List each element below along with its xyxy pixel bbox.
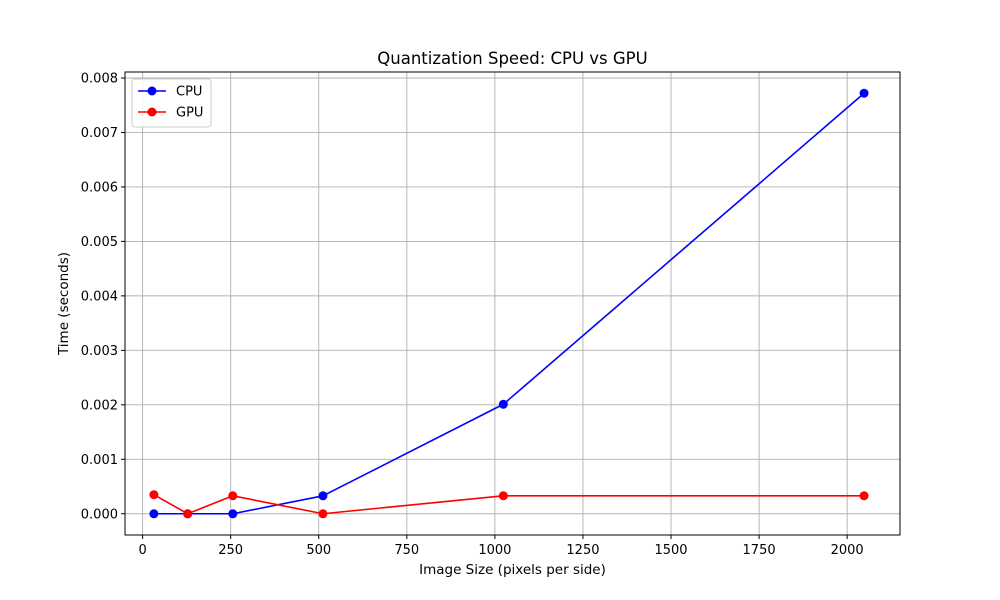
- x-tick-label: 2000: [831, 543, 864, 558]
- y-tick-label: 0.007: [81, 126, 118, 141]
- x-tick-label: 1500: [654, 543, 687, 558]
- cpu-data-point: [228, 509, 238, 519]
- x-axis-label: Image Size (pixels per side): [419, 562, 606, 578]
- series-layer: [149, 88, 869, 519]
- x-tick-label: 1000: [478, 543, 511, 558]
- x-tick-label: 1250: [566, 543, 599, 558]
- x-tick-label: 500: [306, 543, 331, 558]
- gpu-data-point: [149, 490, 159, 500]
- y-tick-label: 0.008: [81, 71, 118, 86]
- legend-label-cpu: CPU: [176, 85, 202, 100]
- legend-marker-cpu: [147, 86, 157, 96]
- y-tick-label: 0.004: [81, 289, 118, 304]
- x-tick-label: 250: [218, 543, 243, 558]
- plot-frame: [124, 71, 901, 536]
- x-tick-label: 0: [138, 543, 146, 558]
- y-tick-label: 0.000: [81, 507, 118, 522]
- cpu-data-point: [498, 399, 508, 409]
- chart-title: Quantization Speed: CPU vs GPU: [377, 49, 647, 68]
- y-tick-label: 0.006: [81, 180, 118, 195]
- y-tick-label: 0.003: [81, 344, 118, 359]
- gpu-data-point: [859, 491, 869, 501]
- y-tick-label: 0.001: [81, 453, 118, 468]
- cpu-data-point: [318, 491, 328, 501]
- y-axis-label: Time (seconds): [56, 252, 72, 356]
- gpu-data-point: [228, 491, 238, 501]
- legend-marker-gpu: [147, 107, 157, 117]
- legend-label-gpu: GPU: [176, 106, 203, 121]
- grid: [125, 72, 900, 535]
- x-tick-label: 750: [394, 543, 419, 558]
- cpu-data-point: [859, 88, 869, 98]
- cpu-data-point: [149, 509, 159, 519]
- y-tick-label: 0.005: [81, 235, 118, 250]
- tick-layer: 0 250 500 750 1000 1250 1500 1750 2000 0.000 0.001…: [81, 71, 864, 558]
- gpu-data-point: [183, 509, 193, 519]
- legend: CPU GPU: [131, 78, 212, 128]
- gpu-series-line: [153, 493, 865, 515]
- x-tick-label: 1750: [743, 543, 776, 558]
- gpu-data-point: [498, 491, 508, 501]
- gpu-data-point: [318, 509, 328, 519]
- y-tick-label: 0.002: [81, 398, 118, 413]
